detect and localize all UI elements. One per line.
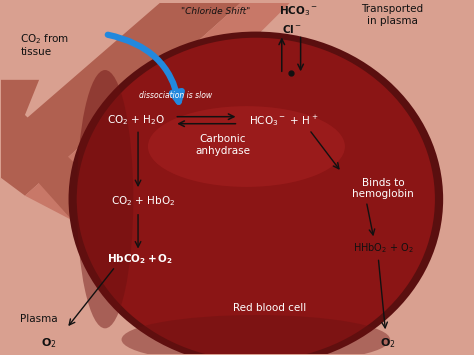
Text: CO$_2$ + H$_2$O: CO$_2$ + H$_2$O (107, 113, 165, 127)
Text: Cl$^-$: Cl$^-$ (282, 23, 302, 35)
Text: $\bf{HbCO_2 + O_2}$: $\bf{HbCO_2 + O_2}$ (108, 252, 173, 266)
Text: HHbO$_2$ + O$_2$: HHbO$_2$ + O$_2$ (353, 241, 413, 255)
Ellipse shape (69, 32, 443, 355)
Text: O$_2$: O$_2$ (41, 336, 56, 350)
Ellipse shape (77, 38, 435, 355)
Text: "Chloride Shift": "Chloride Shift" (181, 7, 250, 16)
Ellipse shape (121, 315, 390, 355)
Text: CO$_2$ from
tissue: CO$_2$ from tissue (20, 32, 70, 58)
Text: CO$_2$ + HbO$_2$: CO$_2$ + HbO$_2$ (110, 194, 175, 208)
Polygon shape (0, 0, 261, 196)
Text: Carbonic
anhydrase: Carbonic anhydrase (195, 134, 250, 155)
Text: Transported
in plasma: Transported in plasma (362, 4, 424, 26)
Text: O$_2$: O$_2$ (380, 336, 396, 350)
Text: dissociation is slow: dissociation is slow (139, 91, 212, 100)
Text: HCO$_3$$^-$: HCO$_3$$^-$ (279, 5, 319, 18)
Text: Plasma: Plasma (20, 313, 58, 323)
Text: HCO$_3$$^-$ + H$^+$: HCO$_3$$^-$ + H$^+$ (249, 113, 319, 128)
Text: Binds to
hemoglobin: Binds to hemoglobin (352, 178, 414, 200)
Ellipse shape (77, 70, 133, 328)
Text: Red blood cell: Red blood cell (233, 303, 307, 313)
Polygon shape (25, 0, 308, 220)
FancyArrowPatch shape (108, 35, 182, 102)
Polygon shape (0, 80, 133, 220)
Ellipse shape (148, 106, 345, 187)
